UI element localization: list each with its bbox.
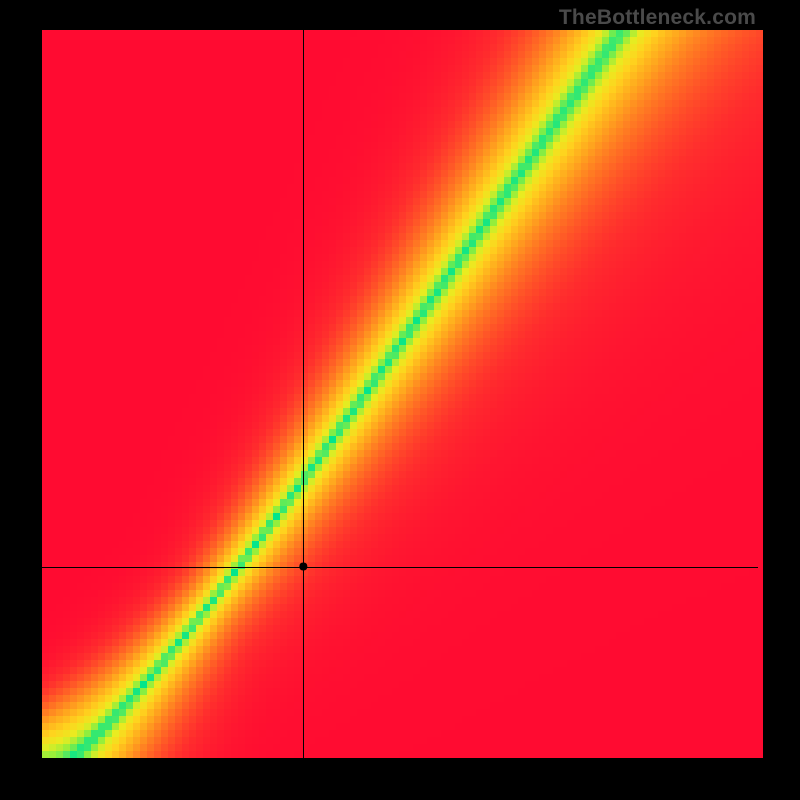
bottleneck-heatmap: [0, 0, 800, 800]
watermark-label: TheBottleneck.com: [559, 6, 756, 30]
